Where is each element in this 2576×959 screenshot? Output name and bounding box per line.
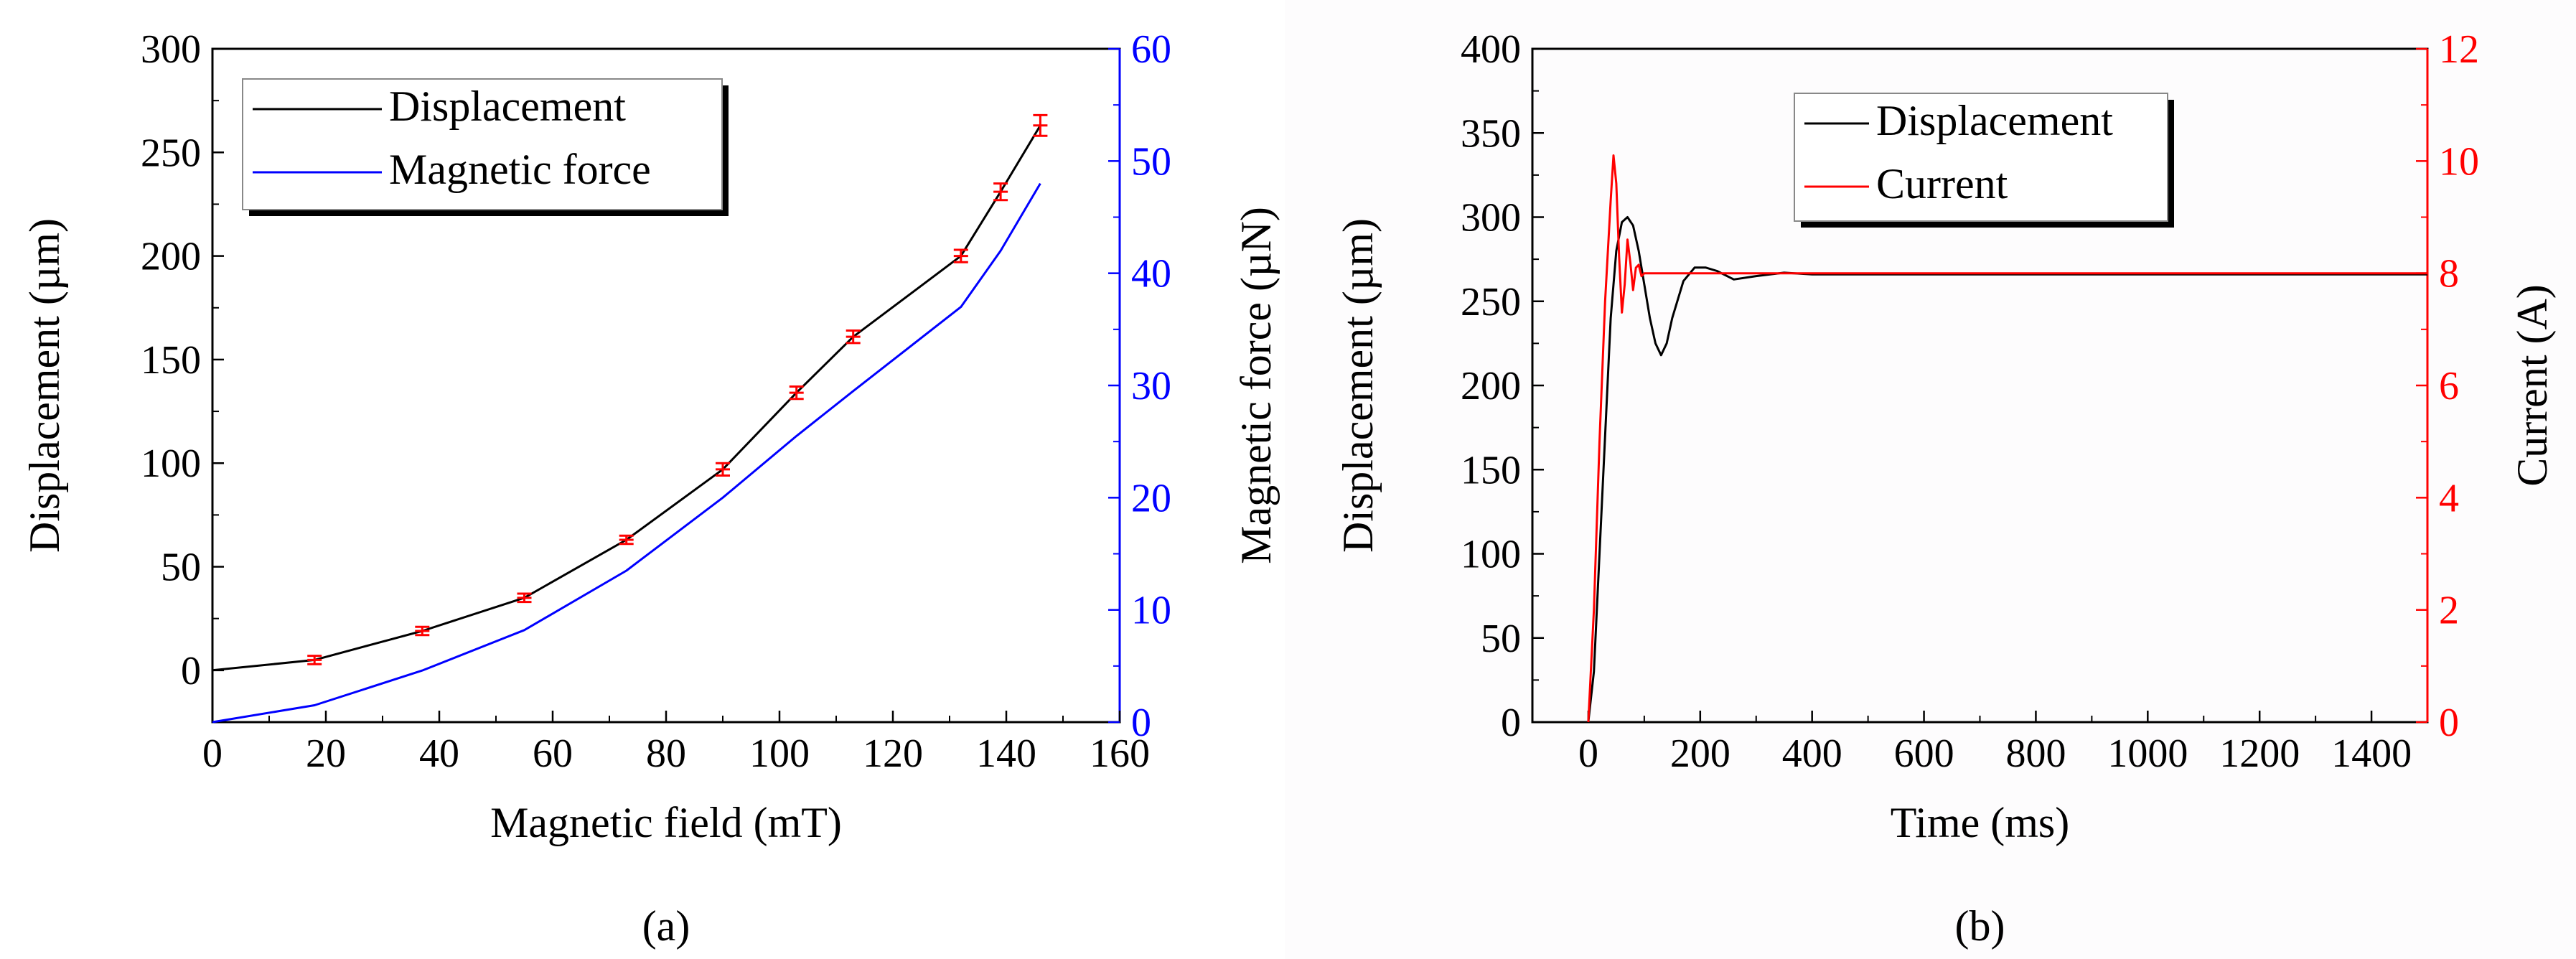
chart-b-y2-tick-label: 8 [2439, 252, 2459, 296]
chart-b-y-tick-label: 50 [1481, 617, 1521, 661]
chart-b-y-tick-label: 100 [1461, 533, 1521, 577]
chart-a-x-tick-label: 0 [202, 731, 223, 776]
chart-a-y-tick-label: 50 [161, 546, 201, 590]
chart-a-x-tick-label: 120 [863, 731, 923, 776]
chart-b-y2-tick-label: 10 [2439, 139, 2479, 184]
chart-a-legend-entry: Magnetic force [389, 146, 651, 193]
chart-a-y-tick-label: 250 [141, 131, 201, 175]
chart-b-y-tick-label: 250 [1461, 280, 1521, 324]
chart-b-x-tick-label: 0 [1578, 731, 1598, 776]
chart-a-y2-tick-label: 10 [1131, 589, 1171, 633]
chart-a-x-tick-label: 100 [749, 731, 810, 776]
chart-b-y-tick-label: 150 [1461, 448, 1521, 492]
chart-a-y2-tick-label: 60 [1131, 27, 1171, 72]
chart-b-y-tick-label: 300 [1461, 196, 1521, 240]
chart-a-y-tick-label: 100 [141, 441, 201, 486]
chart-a-legend-box [242, 78, 723, 210]
chart-b-y-tick-label: 400 [1461, 27, 1521, 72]
chart-a-y2-tick-label: 40 [1131, 252, 1171, 296]
chart-b-y-axis-label: Displacement (µm) [1334, 218, 1382, 553]
chart-a-y2-tick-label: 30 [1131, 364, 1171, 408]
chart-b-y2-axis-label: Current (A) [2509, 284, 2556, 487]
chart-a: 0 20 40 60 80 100 120 140 1600501001502002503000… [21, 27, 1280, 950]
chart-a-caption: (a) [642, 902, 690, 950]
chart-a-x-tick-label: 40 [419, 731, 459, 776]
chart-a-y-tick-label: 300 [141, 27, 201, 72]
chart-b-legend-box [1794, 93, 2168, 222]
chart-b-x-tick-label: 1200 [2219, 731, 2300, 776]
chart-b-caption: (b) [1955, 902, 2005, 950]
chart-a-series-magnetic-force-line [212, 182, 1041, 724]
chart-b-y-tick-label: 0 [1501, 701, 1521, 745]
chart-b-x-tick-label: 400 [1782, 731, 1842, 776]
chart-a-y-tick-label: 0 [181, 649, 201, 693]
chart-b-legend-entry: Displacement [1876, 97, 2113, 144]
chart-a-y2-tick-label: 0 [1131, 701, 1151, 745]
chart-b-x-tick-label: 1000 [2107, 731, 2188, 776]
chart-b-y-tick-label: 200 [1461, 364, 1521, 408]
chart-b-legend-entry: Current [1876, 160, 2008, 207]
chart-a-y-axis-label: Displacement (µm) [21, 218, 68, 553]
chart-b: 0 200 400 600 800 1000 1200 1400050100150200250… [1334, 27, 2556, 950]
chart-a-x-tick-label: 60 [533, 731, 573, 776]
chart-b-y2-tick-label: 4 [2439, 476, 2459, 520]
chart-b-x-tick-label: 800 [2005, 731, 2066, 776]
chart-b-x-axis-label: Time (ms) [1891, 799, 2070, 846]
chart-b-y2-tick-label: 6 [2439, 364, 2459, 408]
chart-b-y2-tick-label: 12 [2439, 27, 2479, 72]
chart-a-y2-tick-label: 50 [1131, 139, 1171, 184]
chart-a-y2-axis-label: Magnetic force (µN) [1232, 207, 1280, 564]
chart-b-y2-tick-label: 0 [2439, 701, 2459, 745]
chart-a-x-tick-label: 20 [306, 731, 346, 776]
chart-b-x-tick-label: 600 [1894, 731, 1954, 776]
chart-a-x-tick-label: 140 [976, 731, 1036, 776]
chart-b-y2-tick-label: 2 [2439, 589, 2459, 633]
chart-a-y-tick-label: 200 [141, 235, 201, 279]
chart-a-y2-tick-label: 20 [1131, 476, 1171, 520]
chart-b-series-current-line [1587, 154, 2427, 723]
chart-b-x-tick-label: 200 [1670, 731, 1730, 776]
chart-a-legend-entry: Displacement [389, 83, 626, 130]
chart-b-x-tick-label: 1400 [2331, 731, 2412, 776]
chart-a-y-tick-label: 150 [141, 338, 201, 383]
chart-b-y-tick-label: 350 [1461, 111, 1521, 156]
chart-a-x-tick-label: 160 [1090, 731, 1150, 776]
chart-a-x-axis-label: Magnetic field (mT) [490, 799, 842, 846]
chart-a-x-tick-label: 80 [646, 731, 686, 776]
